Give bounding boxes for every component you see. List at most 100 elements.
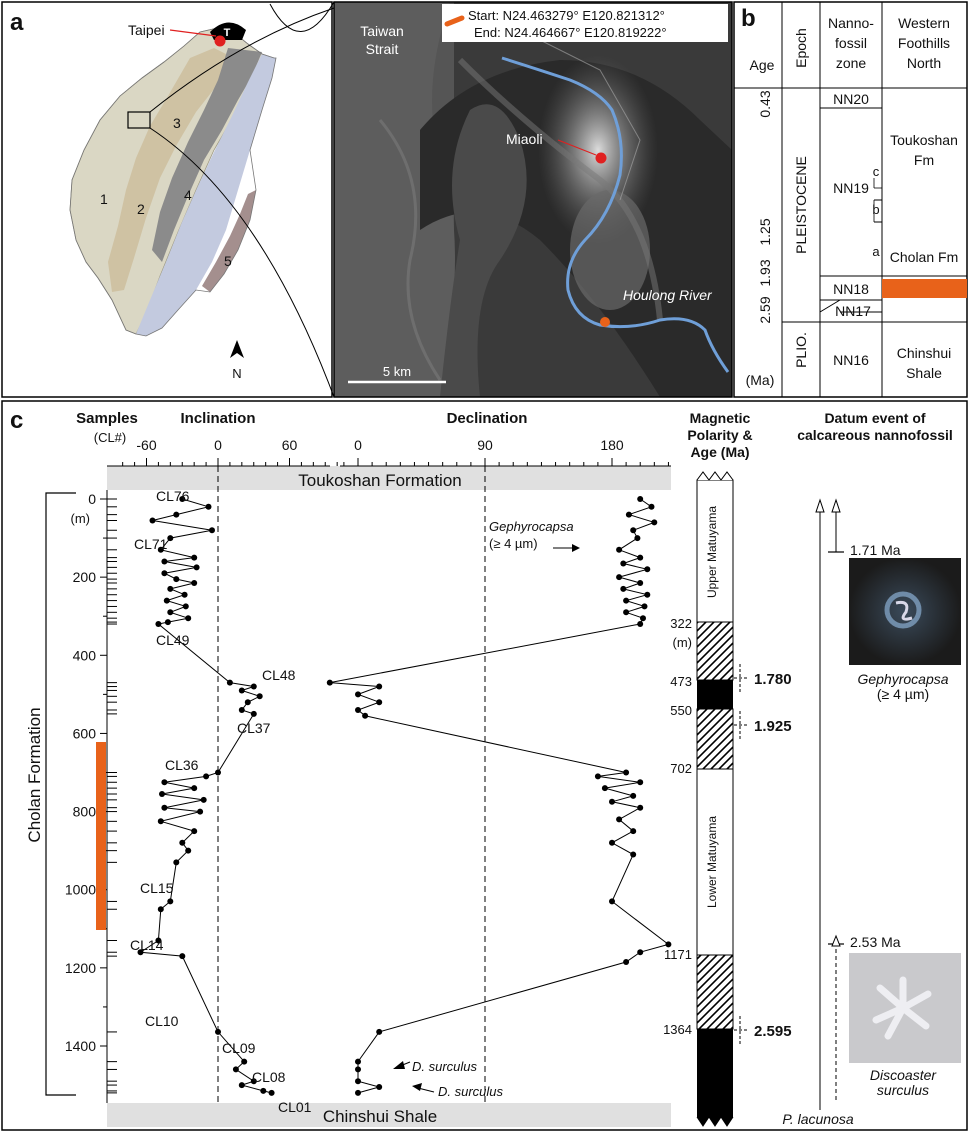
- declination-point: [625, 511, 632, 518]
- declination-point: [637, 580, 644, 586]
- satellite-frame: [333, 1, 733, 398]
- c-header-datum-1: Datum event of: [824, 410, 925, 426]
- inclination-point: [164, 619, 171, 626]
- sample-cl15: CL15: [140, 880, 174, 896]
- b-header-west-3: North: [907, 55, 941, 71]
- declination-point: [637, 621, 644, 627]
- depth-unit: (m): [71, 511, 91, 526]
- inclination-point: [226, 679, 233, 686]
- c-header-polarity-3: Age (Ma): [690, 444, 749, 460]
- b-header-zone-1: Nanno-: [828, 15, 874, 31]
- b-age-125: 1.25: [757, 218, 773, 245]
- declination-point: [609, 839, 615, 846]
- declination-point: [609, 898, 615, 905]
- inclination-point: [161, 558, 168, 565]
- declination-point: [355, 1066, 361, 1073]
- inclination-point: [250, 683, 257, 690]
- pol-depth-473: 473: [670, 674, 692, 689]
- sample-cl48: CL48: [262, 667, 296, 683]
- declination-point: [620, 560, 627, 567]
- declination-point: [355, 1089, 361, 1096]
- region-1: 1: [100, 191, 108, 207]
- panel-a-label: a: [10, 9, 24, 36]
- legend-end: End: N24.464667° E120.819222°: [474, 25, 667, 40]
- inclination-point: [167, 535, 174, 542]
- declination-point: [376, 683, 383, 690]
- c-header-declination: Declination: [447, 410, 528, 427]
- polarity-column: [696, 471, 734, 1127]
- declination-point: [641, 603, 648, 610]
- satellite-image: [334, 2, 732, 397]
- river-line: [501, 56, 730, 373]
- miaoli-dot: [595, 152, 607, 164]
- sample-cl71: CL71: [134, 536, 168, 552]
- declination-point: [616, 574, 623, 581]
- pol-age-1925: 1.925: [754, 718, 792, 735]
- pol-depth-322: 322: [670, 616, 692, 631]
- pol-depth-1171: 1171: [664, 947, 692, 962]
- declination-point: [376, 1084, 383, 1090]
- b-zone-nn18: NN18: [833, 281, 869, 297]
- c-header-samples-sub: (CL#): [94, 430, 127, 445]
- declination-point: [665, 941, 672, 948]
- pol-depth-550: 550: [670, 703, 692, 718]
- depth-tick-label: 800: [73, 804, 97, 820]
- b-header-zone-2: fossil: [835, 35, 867, 51]
- declination-point: [616, 816, 623, 823]
- inclination-point: [191, 554, 198, 561]
- b-age-193: 1.93: [757, 259, 773, 286]
- dec-tick-label: 180: [600, 437, 624, 453]
- pol-depth-1364: 1364: [663, 1022, 692, 1037]
- c-top-formation: Toukoshan Formation: [298, 471, 461, 490]
- strait-label-1: Taiwan: [360, 23, 404, 39]
- taipei-marker: T: [224, 27, 231, 39]
- inclination-point: [268, 1089, 275, 1096]
- declination-line: [329, 498, 670, 1094]
- declination-point: [623, 609, 630, 616]
- cholan-bracket: [45, 492, 76, 1096]
- b-study-interval: [882, 279, 967, 298]
- dec-tick-label: 0: [354, 437, 362, 453]
- declination-point: [376, 1028, 383, 1035]
- b-epoch-plio: PLIO.: [793, 332, 809, 368]
- declination-point: [651, 519, 658, 526]
- c-header-datum-2: calcareous nannofossil: [797, 427, 953, 443]
- inclination-point: [179, 496, 186, 502]
- inclination-point: [191, 785, 198, 792]
- legend-start: Start: N24.463279° E120.821312°: [468, 8, 665, 23]
- c-header-polarity-2: Polarity &: [687, 427, 752, 443]
- inclination-point: [209, 527, 215, 534]
- declination-point: [623, 959, 630, 965]
- b-zone-nn19: NN19: [833, 180, 869, 196]
- legend-orange-mark: [444, 15, 465, 27]
- taipei-leader: [169, 29, 217, 37]
- inclination-point: [173, 511, 180, 518]
- band-chinshui: [107, 1103, 671, 1127]
- depth-tick-label: 400: [73, 647, 97, 663]
- sample-cl08: CL08: [252, 1069, 286, 1085]
- declination-point: [355, 707, 361, 713]
- b-subzone-c: c: [873, 164, 880, 179]
- annot-gephyro-arrowhead: [572, 544, 580, 552]
- inclination-point: [167, 585, 174, 592]
- annot-gephyro: Gephyrocapsa: [489, 519, 574, 534]
- region-3: 3: [173, 115, 181, 131]
- study-interval-bar: [96, 742, 106, 930]
- inclination-point: [173, 576, 180, 583]
- sample-cl49: CL49: [156, 632, 190, 648]
- datum-plac: P. lacunosa: [782, 1111, 854, 1127]
- zone-4-shape: [136, 54, 276, 336]
- inclination-point: [260, 1087, 267, 1094]
- sample-cl09: CL09: [222, 1040, 256, 1056]
- datum-fossil1-size: (≥ 4 µm): [877, 686, 929, 702]
- declination-point: [634, 535, 641, 542]
- inclination-point: [157, 818, 164, 825]
- panel-a: a T Taipei 1 2 3 4 5 N: [1, 1, 335, 398]
- declination-point: [637, 554, 644, 561]
- b-age-unit: (Ma): [746, 372, 775, 388]
- inclination-point: [256, 693, 263, 700]
- inclination-point: [163, 597, 170, 604]
- inclination-point: [179, 839, 186, 846]
